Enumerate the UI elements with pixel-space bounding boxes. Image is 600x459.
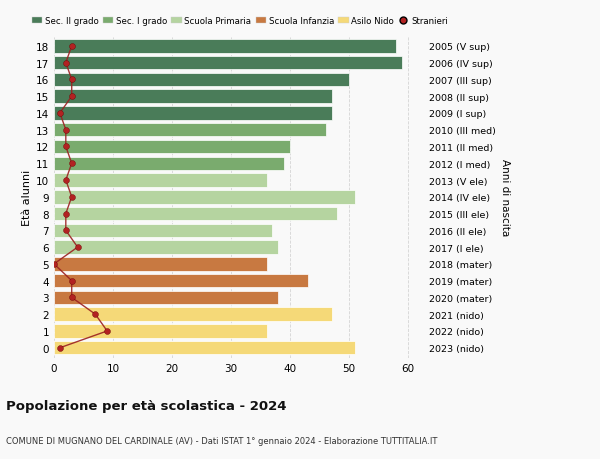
Bar: [54, 107, 332, 120]
Bar: [54, 207, 337, 221]
Bar: [54, 308, 332, 321]
Bar: [54, 291, 278, 304]
Bar: [54, 257, 266, 271]
Bar: [54, 325, 266, 338]
Point: [103, 328, 112, 335]
Text: COMUNE DI MUGNANO DEL CARDINALE (AV) - Dati ISTAT 1° gennaio 2024 - Elaborazione: COMUNE DI MUGNANO DEL CARDINALE (AV) - D…: [6, 436, 437, 445]
Point: [73, 244, 82, 251]
Bar: [54, 140, 290, 154]
Bar: [54, 274, 308, 288]
Y-axis label: Anni di nascita: Anni di nascita: [500, 159, 509, 236]
Point: [61, 60, 71, 67]
Bar: [54, 174, 266, 187]
Point: [67, 77, 77, 84]
Point: [61, 210, 71, 218]
Bar: [54, 157, 284, 171]
Bar: [54, 57, 403, 70]
Point: [67, 194, 77, 201]
Point: [91, 311, 100, 318]
Point: [61, 144, 71, 151]
Point: [61, 177, 71, 185]
Y-axis label: Età alunni: Età alunni: [22, 169, 32, 225]
Point: [67, 43, 77, 50]
Legend: Sec. II grado, Sec. I grado, Scuola Primaria, Scuola Infanzia, Asilo Nido, Stran: Sec. II grado, Sec. I grado, Scuola Prim…: [32, 17, 448, 26]
Bar: [54, 73, 349, 87]
Bar: [54, 241, 278, 254]
Bar: [54, 124, 326, 137]
Point: [67, 277, 77, 285]
Bar: [54, 224, 272, 237]
Bar: [54, 190, 355, 204]
Bar: [54, 90, 332, 104]
Bar: [54, 40, 397, 53]
Point: [61, 127, 71, 134]
Point: [61, 227, 71, 235]
Point: [49, 261, 59, 268]
Point: [55, 344, 65, 352]
Text: Popolazione per età scolastica - 2024: Popolazione per età scolastica - 2024: [6, 399, 287, 412]
Point: [67, 294, 77, 302]
Point: [67, 93, 77, 101]
Bar: [54, 341, 355, 355]
Point: [67, 160, 77, 168]
Point: [55, 110, 65, 118]
